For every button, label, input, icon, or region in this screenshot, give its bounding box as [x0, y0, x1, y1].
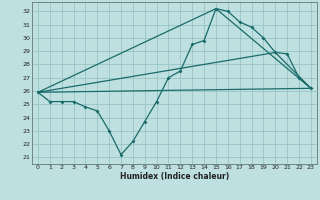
X-axis label: Humidex (Indice chaleur): Humidex (Indice chaleur) — [120, 172, 229, 181]
